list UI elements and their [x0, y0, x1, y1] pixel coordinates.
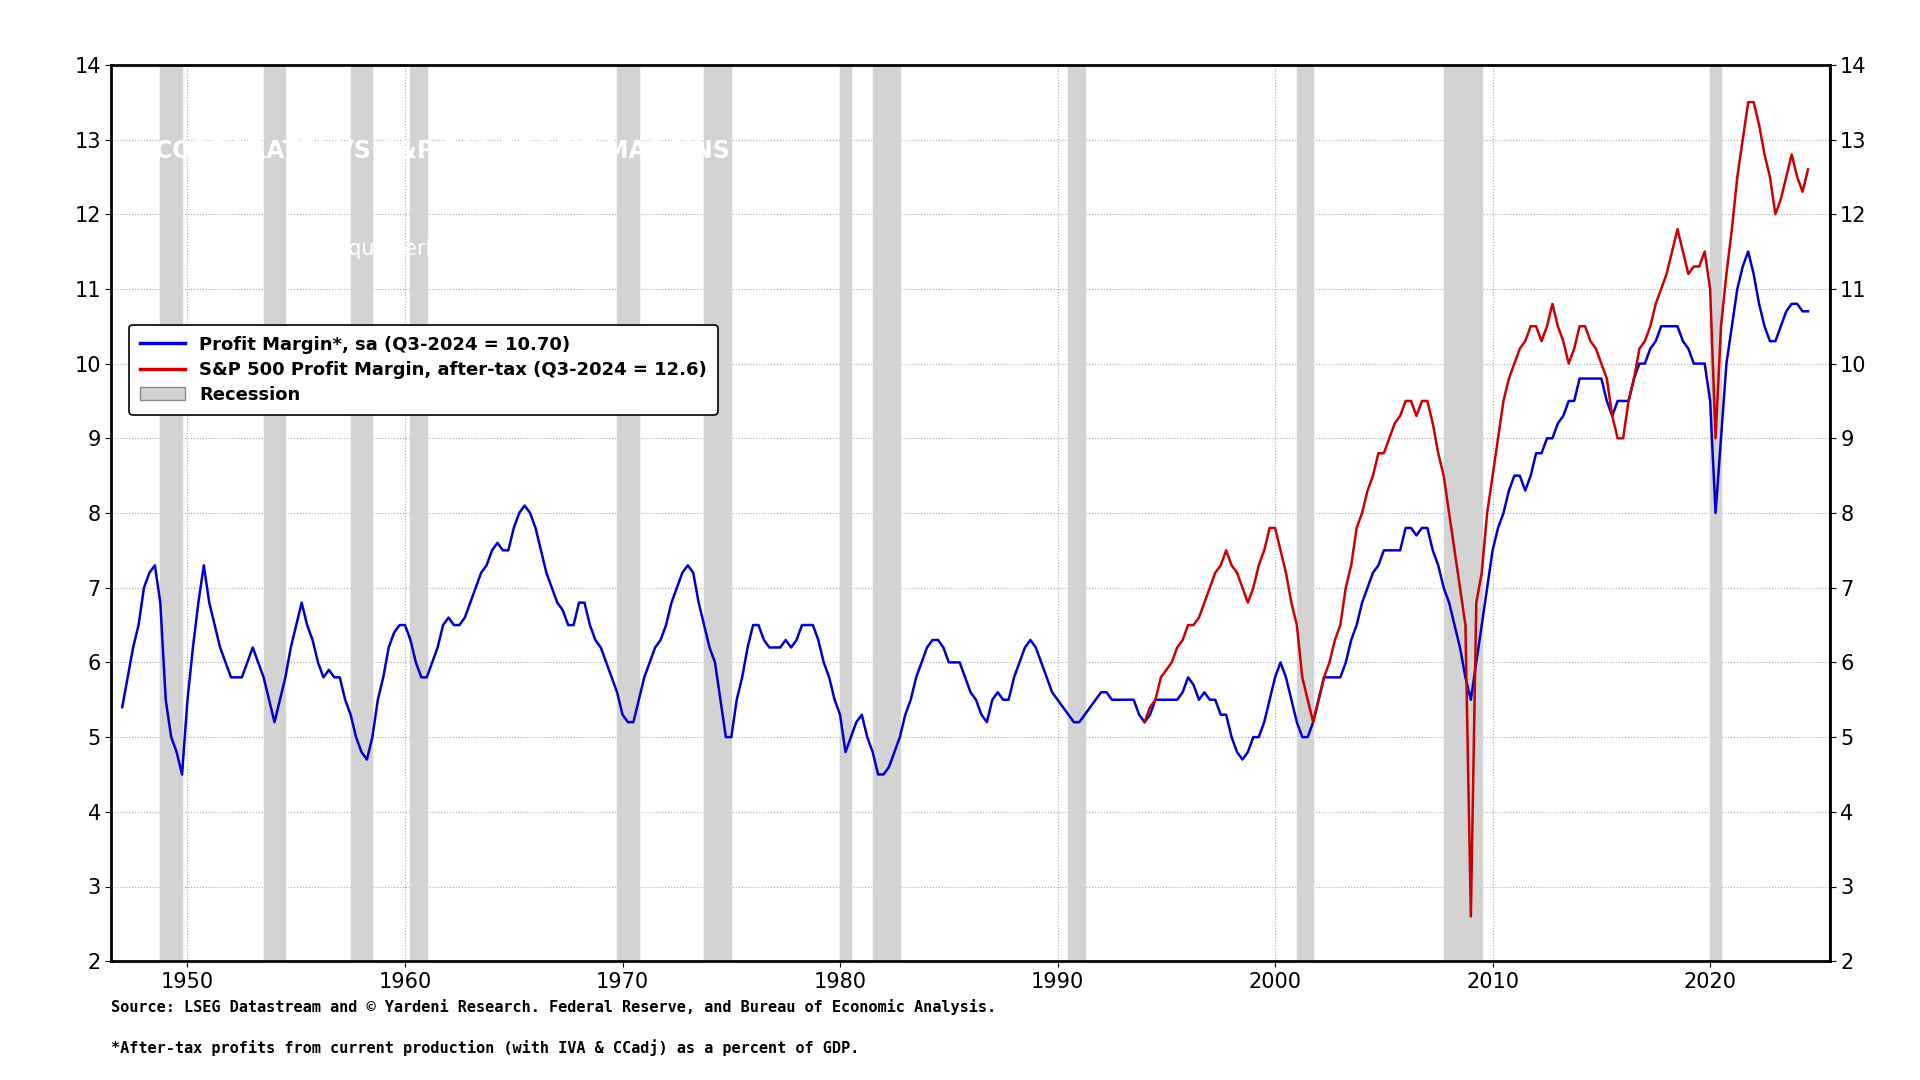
Text: Source: LSEG Datastream and © Yardeni Research. Federal Reserve, and Bureau of E: Source: LSEG Datastream and © Yardeni Re… — [111, 999, 996, 1015]
Bar — [616, 65, 639, 961]
Bar — [1068, 65, 1085, 961]
Bar — [159, 65, 182, 961]
Bar — [411, 65, 426, 961]
Bar — [1444, 65, 1482, 961]
Bar — [841, 65, 851, 961]
Bar — [705, 65, 732, 961]
Legend: Profit Margin*, sa (Q3-2024 = 10.70), S&P 500 Profit Margin, after-tax (Q3-2024 : Profit Margin*, sa (Q3-2024 = 10.70), S&… — [129, 325, 718, 415]
Bar — [1711, 65, 1720, 961]
Text: *After-tax profits from current production (with IVA & CCadj) as a percent of GD: *After-tax profits from current producti… — [111, 1039, 860, 1056]
Bar — [351, 65, 372, 961]
Bar — [874, 65, 900, 961]
Bar — [263, 65, 286, 961]
Bar — [1296, 65, 1313, 961]
